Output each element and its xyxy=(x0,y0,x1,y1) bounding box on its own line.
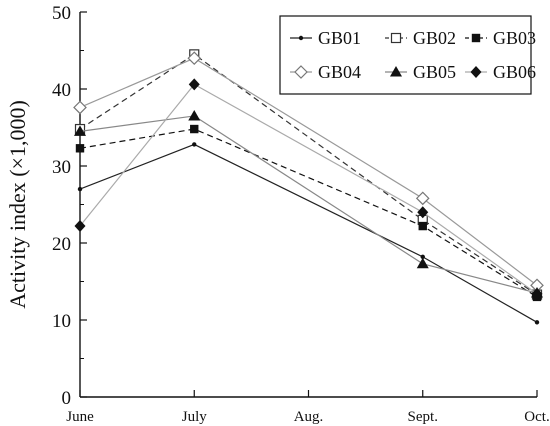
data-point xyxy=(74,125,86,136)
data-point xyxy=(415,191,430,206)
chart-series xyxy=(73,49,544,325)
legend-item: GB04 xyxy=(290,62,361,82)
legend: GB01 GB02 GB03 GB04 GB05 GB06 xyxy=(279,15,536,95)
y-tick-label: 20 xyxy=(52,234,71,255)
data-point xyxy=(416,257,429,269)
series-GB01 xyxy=(77,142,540,325)
data-point xyxy=(188,78,200,91)
data-point xyxy=(420,254,425,260)
x-tick-label: June xyxy=(66,409,94,425)
series-line xyxy=(79,57,538,286)
series-GB06 xyxy=(74,78,543,300)
legend-label: GB02 xyxy=(413,28,456,48)
legend-marker xyxy=(471,33,481,43)
data-point xyxy=(418,221,427,231)
y-tick-label: 40 xyxy=(52,80,71,101)
series-GB03 xyxy=(75,124,542,302)
legend-item: GB05 xyxy=(385,62,456,82)
legend-marker xyxy=(298,35,304,41)
y-axis-label: Activity index (×1,000) xyxy=(5,100,30,309)
series-GB05 xyxy=(74,109,543,298)
y-tick-label: 10 xyxy=(52,311,71,332)
legend-item: GB02 xyxy=(385,28,456,48)
legend-label: GB01 xyxy=(318,28,361,48)
data-point xyxy=(187,51,202,66)
legend-item: GB06 xyxy=(465,62,536,82)
chart-axes xyxy=(79,11,538,398)
legend-label: GB06 xyxy=(493,62,536,82)
series-line xyxy=(79,128,538,298)
legend-marker xyxy=(470,66,482,78)
y-tick-labels: 0 10 20 30 40 50 xyxy=(52,3,71,409)
x-tick-label: Sept. xyxy=(408,409,438,425)
data-point xyxy=(192,142,197,147)
legend-marker xyxy=(390,66,402,77)
data-point xyxy=(74,220,86,233)
x-tick-label: Aug. xyxy=(294,409,324,425)
data-point xyxy=(531,287,543,300)
legend-label: GB05 xyxy=(413,62,456,82)
legend-item: GB01 xyxy=(290,28,361,48)
legend-box xyxy=(279,15,532,95)
data-point xyxy=(75,144,85,153)
legend-label: GB04 xyxy=(318,62,361,82)
series-line xyxy=(79,143,538,323)
x-tick-label: Oct. xyxy=(524,409,549,425)
data-point xyxy=(534,320,540,325)
y-tick-label: 0 xyxy=(62,388,72,409)
series-line xyxy=(79,83,538,295)
data-point xyxy=(190,124,199,134)
data-point xyxy=(73,100,87,115)
x-tick-labels: June July Aug. Sept. Oct. xyxy=(66,409,549,425)
series-GB04 xyxy=(73,51,544,293)
data-point xyxy=(77,186,83,192)
data-point xyxy=(188,109,201,121)
legend-marker xyxy=(294,65,308,79)
legend-label: GB03 xyxy=(493,28,536,48)
legend-item: GB03 xyxy=(465,28,536,48)
data-point xyxy=(417,206,429,219)
y-tick-label: 30 xyxy=(52,157,71,178)
series-line xyxy=(79,115,538,294)
legend-marker xyxy=(390,32,402,44)
x-tick-label: July xyxy=(182,409,208,425)
y-tick-label: 50 xyxy=(52,3,71,24)
